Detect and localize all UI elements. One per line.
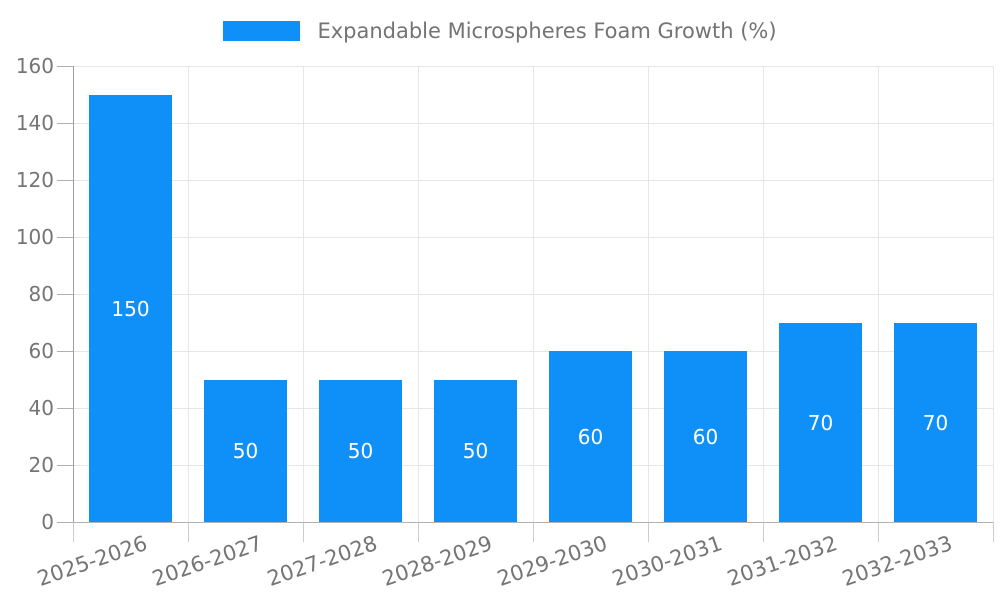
y-axis-tick <box>57 408 73 409</box>
legend-label: Expandable Microspheres Foam Growth (%) <box>317 19 777 43</box>
x-axis-label: 2032-2033 <box>839 531 956 591</box>
x-axis-line <box>73 522 993 523</box>
y-axis-label: 120 <box>15 168 54 192</box>
y-axis-tick <box>57 465 73 466</box>
bar <box>549 351 632 522</box>
y-axis-tick <box>57 522 73 523</box>
x-axis-tick <box>533 522 534 542</box>
bar <box>204 380 287 522</box>
x-axis-label: 2028-2029 <box>379 531 496 591</box>
legend-color-swatch-icon <box>223 21 301 41</box>
bar <box>434 380 517 522</box>
bar <box>319 380 402 522</box>
x-axis-tick <box>878 522 879 542</box>
y-axis-label: 100 <box>15 225 54 249</box>
x-axis-label: 2025-2026 <box>34 531 151 591</box>
bar <box>89 95 172 522</box>
bar <box>779 323 862 522</box>
y-axis-label: 40 <box>28 396 54 420</box>
x-axis-label: 2027-2028 <box>264 531 381 591</box>
gridline-vertical <box>533 66 534 522</box>
x-axis-tick <box>188 522 189 542</box>
y-axis-label: 60 <box>28 339 54 363</box>
gridline-vertical <box>993 66 994 522</box>
x-axis-label: 2031-2032 <box>724 531 841 591</box>
x-axis-label: 2026-2027 <box>149 531 266 591</box>
x-axis-tick <box>418 522 419 542</box>
gridline-vertical <box>303 66 304 522</box>
y-axis-label: 80 <box>28 282 54 306</box>
x-axis-tick <box>73 522 74 542</box>
gridline-vertical <box>878 66 879 522</box>
y-axis-line <box>73 66 74 522</box>
y-axis-label: 140 <box>15 111 54 135</box>
bar <box>894 323 977 522</box>
x-axis-label: 2030-2031 <box>609 531 726 591</box>
y-axis-label: 20 <box>28 453 54 477</box>
y-axis-label: 160 <box>15 54 54 78</box>
legend-item[interactable]: Expandable Microspheres Foam Growth (%) <box>0 18 1000 44</box>
gridline-vertical <box>648 66 649 522</box>
y-axis-tick <box>57 237 73 238</box>
bar <box>664 351 747 522</box>
x-axis-tick <box>763 522 764 542</box>
y-axis-tick <box>57 66 73 67</box>
x-axis-tick <box>993 522 994 542</box>
x-axis-label: 2029-2030 <box>494 531 611 591</box>
y-axis-label: 0 <box>41 510 54 534</box>
y-axis-tick <box>57 180 73 181</box>
gridline-vertical <box>418 66 419 522</box>
y-axis-tick <box>57 123 73 124</box>
gridline-vertical <box>188 66 189 522</box>
y-axis-tick <box>57 351 73 352</box>
gridline-vertical <box>763 66 764 522</box>
x-axis-tick <box>648 522 649 542</box>
x-axis-tick <box>303 522 304 542</box>
y-axis-tick <box>57 294 73 295</box>
